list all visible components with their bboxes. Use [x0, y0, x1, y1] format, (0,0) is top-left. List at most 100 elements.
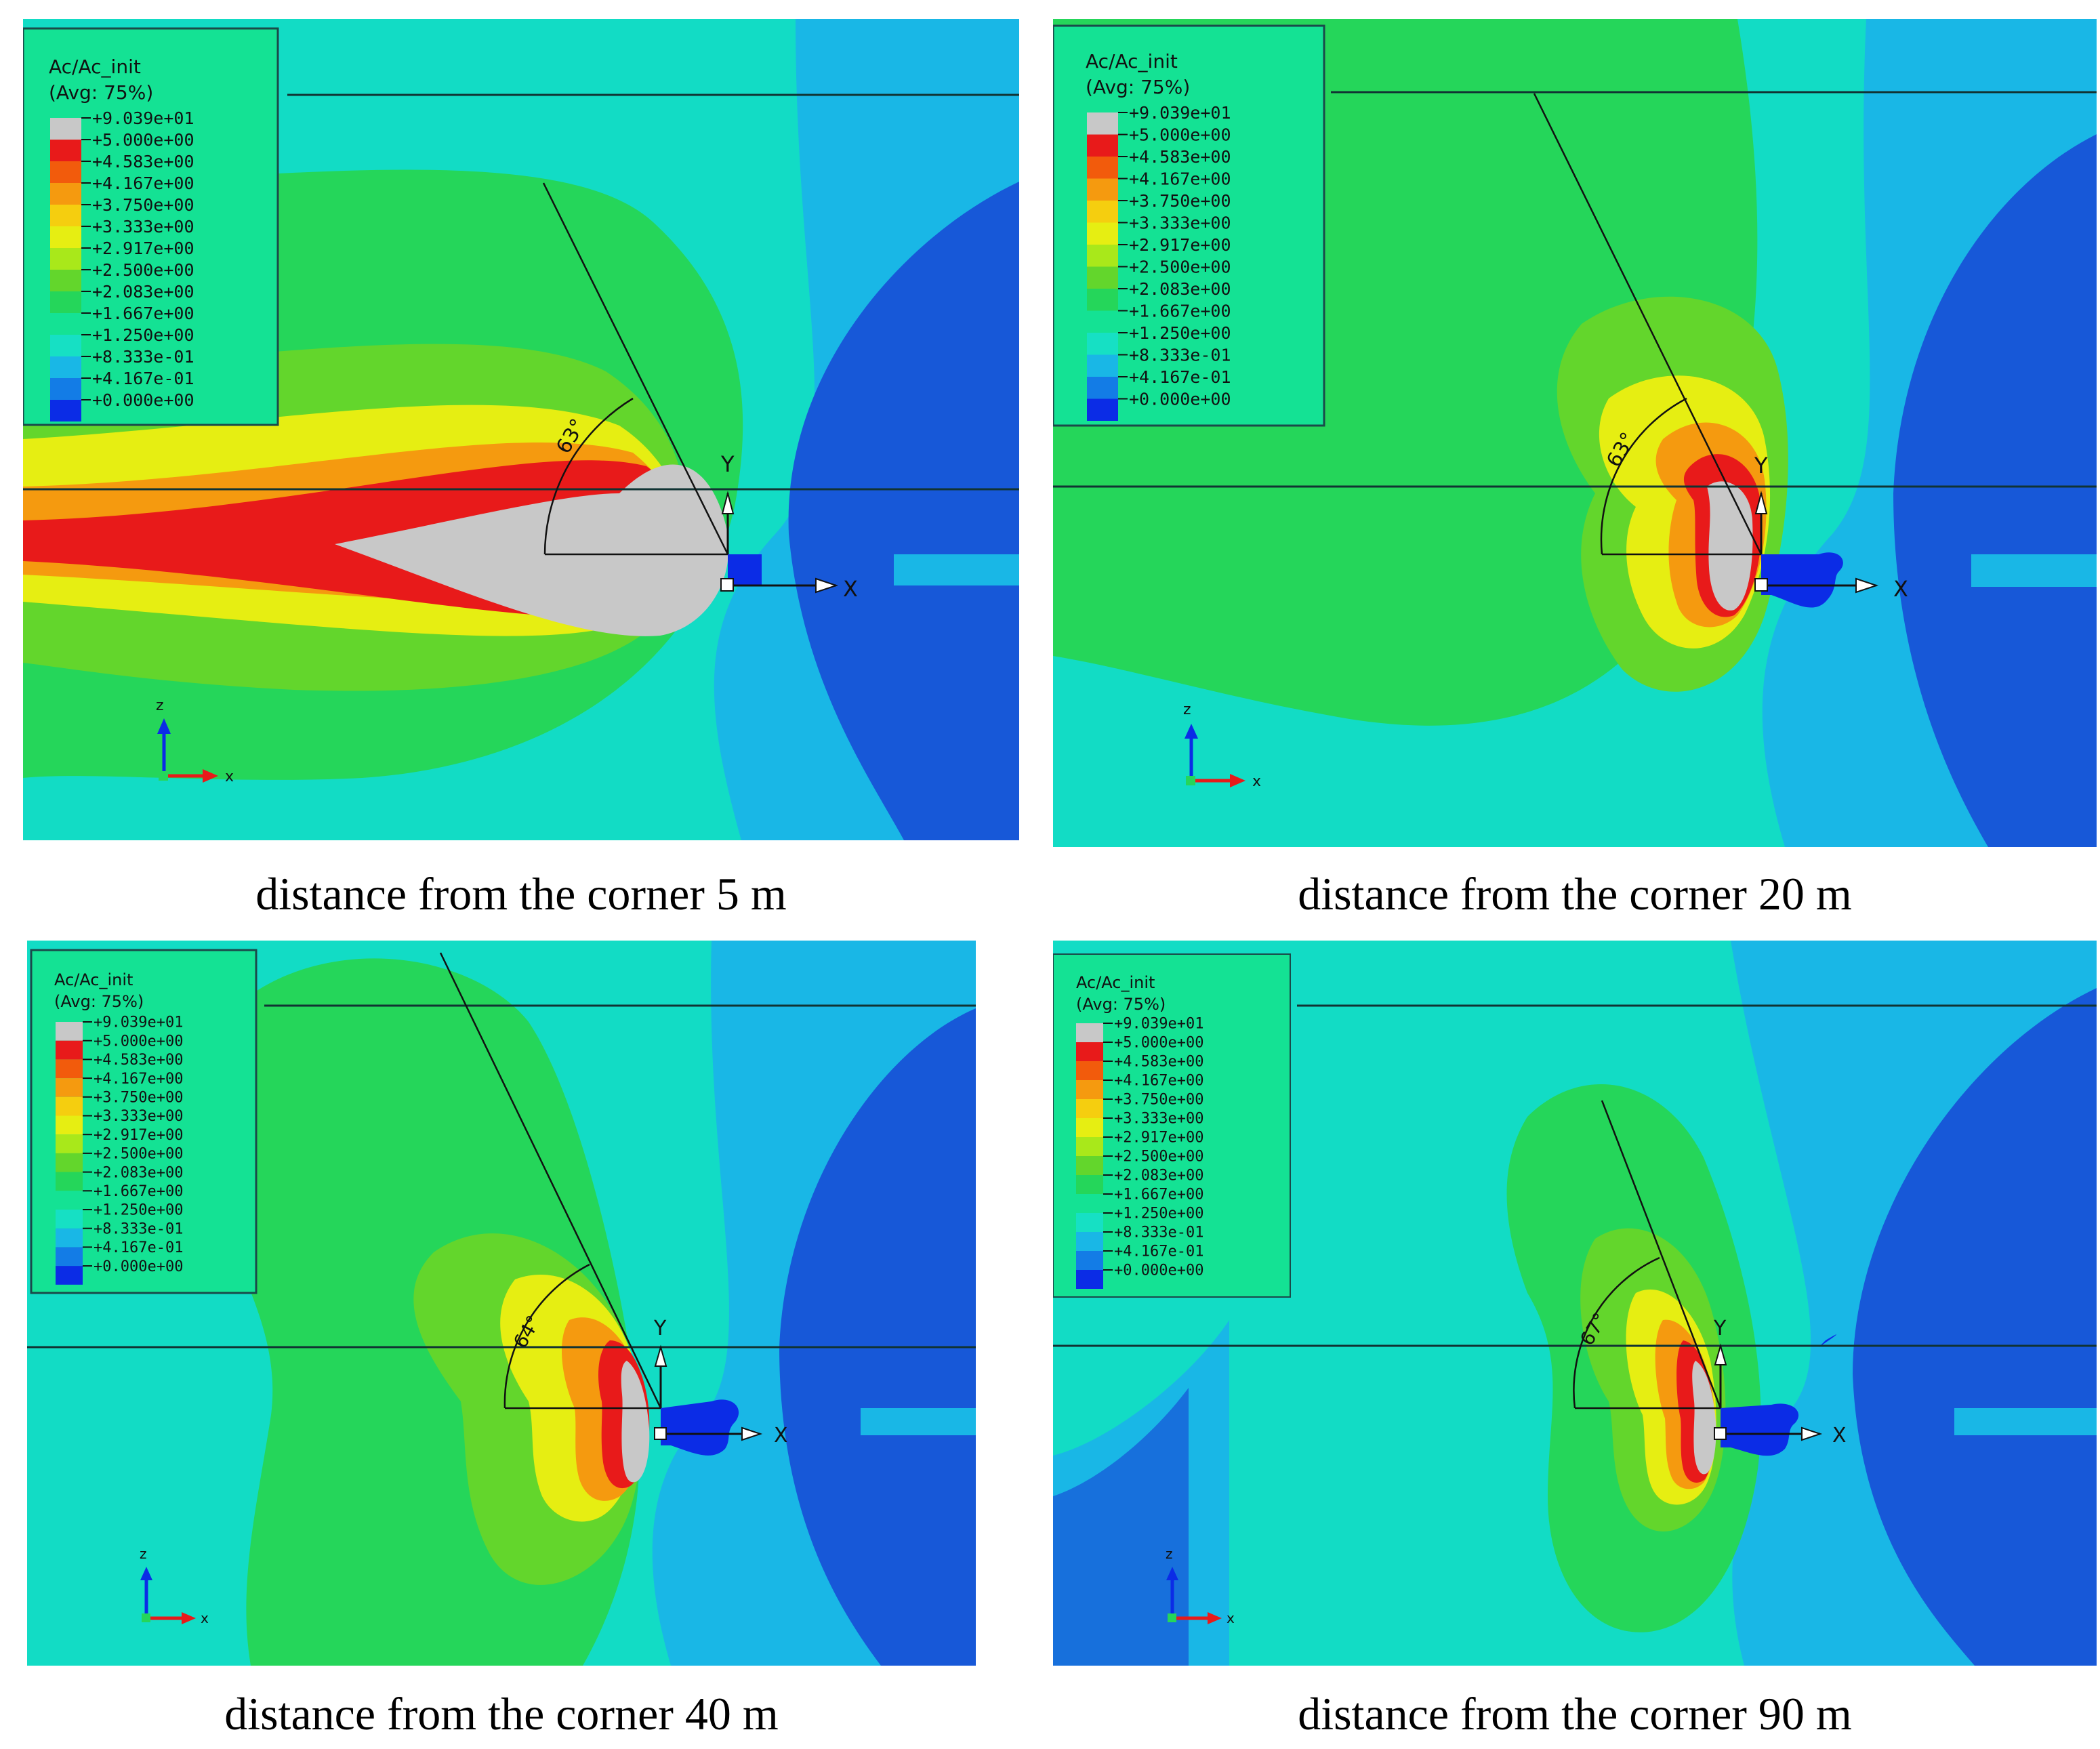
legend-value: +1.250e+00 — [1114, 1206, 1203, 1222]
legend-swatch — [1076, 1023, 1103, 1042]
legend-swatch — [50, 205, 81, 226]
legend-scale: +9.039e+01+5.000e+00+4.583e+00+4.167e+00… — [1076, 1016, 1203, 1289]
contour-panel-3: 64° Y X z x Ac/Ac_init (Avg: 75%) +9.039… — [27, 941, 976, 1666]
legend-value: +8.333e-01 — [94, 1220, 183, 1237]
contour-plot-3: 64° Y X z x Ac/Ac_init (Avg: 75%) +9.039… — [27, 941, 976, 1666]
legend-value: +4.167e-01 — [1129, 367, 1231, 387]
legend-swatch — [1076, 1118, 1103, 1137]
legend-swatch — [1087, 354, 1118, 377]
contour-panel-4: 67° Y X z x Ac/Ac_init (Avg: 75%) +9.039… — [1053, 941, 2097, 1666]
legend-swatch — [1087, 112, 1118, 135]
x-axis-label: X — [843, 576, 858, 602]
legend-value: +3.750e+00 — [1129, 191, 1231, 211]
legend-value: +2.083e+00 — [1114, 1168, 1203, 1185]
legend-subtitle: (Avg: 75%) — [54, 992, 144, 1011]
legend-title: Ac/Ac_init — [54, 970, 133, 989]
legend-swatch — [1087, 134, 1118, 157]
legend-swatch — [56, 1266, 83, 1285]
legend-value: +8.333e-01 — [1129, 345, 1231, 365]
legend-swatch — [1087, 201, 1118, 223]
triad-x-label: x — [201, 1610, 209, 1626]
legend-swatch — [56, 1172, 83, 1191]
legend-value: +2.500e+00 — [1129, 257, 1231, 276]
x-axis-label: X — [1893, 576, 1908, 602]
legend-swatch — [1087, 398, 1118, 421]
contour-plot-4: 67° Y X z x Ac/Ac_init (Avg: 75%) +9.039… — [1053, 941, 2097, 1666]
legend-value: +4.167e-01 — [1114, 1243, 1203, 1260]
caption-panel-4: distance from the corner 90 m — [1298, 1688, 1852, 1740]
legend-value: +5.000e+00 — [1114, 1035, 1203, 1052]
legend-value: +2.917e+00 — [94, 1127, 183, 1144]
legend-value: +0.000e+00 — [92, 390, 194, 410]
legend-swatch — [50, 161, 81, 183]
legend-swatch — [1076, 1042, 1103, 1061]
caption-panel-3: distance from the corner 40 m — [224, 1688, 779, 1740]
legend-title: Ac/Ac_init — [1086, 50, 1178, 73]
legend-scale: +9.039e+01+5.000e+00+4.583e+00+4.167e+00… — [50, 108, 194, 421]
legend-value: +4.583e+00 — [1114, 1054, 1203, 1071]
legend-swatch — [1076, 1156, 1103, 1175]
legend-value: +3.333e+00 — [94, 1108, 183, 1125]
legend-swatch — [1087, 333, 1118, 355]
legend-value: +4.167e+00 — [94, 1071, 183, 1088]
legend-swatch — [56, 1115, 83, 1135]
legend-value: +1.250e+00 — [94, 1202, 183, 1219]
legend-value: +4.167e-01 — [92, 369, 194, 388]
legend-value: +4.167e+00 — [1129, 169, 1231, 188]
contour-panel-1: 63° Y X z x Ac/Ac_init (Avg: 75%) +9.039… — [23, 19, 1019, 840]
legend-value: +3.750e+00 — [94, 1090, 183, 1107]
legend-swatch — [56, 1228, 83, 1248]
legend-title: Ac/Ac_init — [1076, 973, 1155, 992]
legend-swatch — [1087, 245, 1118, 267]
legend-value: +0.000e+00 — [94, 1258, 183, 1275]
legend-swatch — [1087, 266, 1118, 289]
legend-swatch — [50, 226, 81, 248]
legend-value: +1.250e+00 — [1129, 323, 1231, 343]
legend-swatch — [50, 183, 81, 205]
legend-value: +2.917e+00 — [92, 239, 194, 258]
legend-swatch — [50, 270, 81, 291]
legend-value: +1.667e+00 — [1129, 301, 1231, 321]
legend-swatch — [1076, 1270, 1103, 1289]
legend-value: +4.167e+00 — [1114, 1073, 1203, 1090]
legend-swatch — [1076, 1080, 1103, 1099]
legend-swatch — [1087, 289, 1118, 311]
legend-swatch — [1087, 178, 1118, 201]
legend-swatch — [1076, 1251, 1103, 1270]
legend-swatch — [50, 335, 81, 356]
legend-swatch — [50, 378, 81, 400]
legend-value: +2.917e+00 — [1114, 1130, 1203, 1147]
contour-panel-2: 63° Y X z x Ac/Ac_init (Avg: 75%) +9.039… — [1053, 19, 2097, 847]
legend-value: +0.000e+00 — [1129, 389, 1231, 409]
legend-swatch — [56, 1247, 83, 1267]
legend-value: +3.750e+00 — [92, 195, 194, 215]
legend-swatch — [56, 1022, 83, 1041]
y-axis-label: Y — [653, 1317, 667, 1340]
legend-value: +4.167e+00 — [92, 173, 194, 193]
triad-z-label: z — [1183, 701, 1191, 718]
legend-swatch — [50, 291, 81, 313]
legend-swatch — [56, 1078, 83, 1097]
legend: Ac/Ac_init (Avg: 75%) +9.039e+01+5.000e+… — [23, 27, 279, 426]
x-axis-label: X — [1832, 1424, 1847, 1447]
caption-panel-2: distance from the corner 20 m — [1298, 868, 1852, 920]
legend-swatch — [1076, 1061, 1103, 1080]
legend: Ac/Ac_init (Avg: 75%) +9.039e+01+5.000e+… — [1053, 24, 1325, 427]
triad-x-label: x — [1252, 773, 1261, 790]
legend-swatch — [56, 1134, 83, 1153]
legend-value: +1.250e+00 — [92, 325, 194, 345]
legend-value: +3.333e+00 — [92, 217, 194, 236]
legend-swatch — [56, 1040, 83, 1060]
y-axis-label: Y — [1754, 453, 1768, 478]
legend-value: +2.083e+00 — [1129, 279, 1231, 299]
legend: Ac/Ac_init (Avg: 75%) +9.039e+01+5.000e+… — [30, 949, 258, 1294]
legend-swatch — [1087, 222, 1118, 245]
legend: Ac/Ac_init (Avg: 75%) +9.039e+01+5.000e+… — [1053, 953, 1291, 1298]
legend-swatch — [56, 1153, 83, 1172]
legend-title: Ac/Ac_init — [49, 56, 141, 78]
legend-value: +3.750e+00 — [1114, 1092, 1203, 1109]
legend-value: +4.167e-01 — [94, 1239, 183, 1256]
legend-value: +2.083e+00 — [92, 282, 194, 302]
legend-value: +9.039e+01 — [1129, 103, 1231, 123]
legend-value: +4.583e+00 — [92, 152, 194, 171]
